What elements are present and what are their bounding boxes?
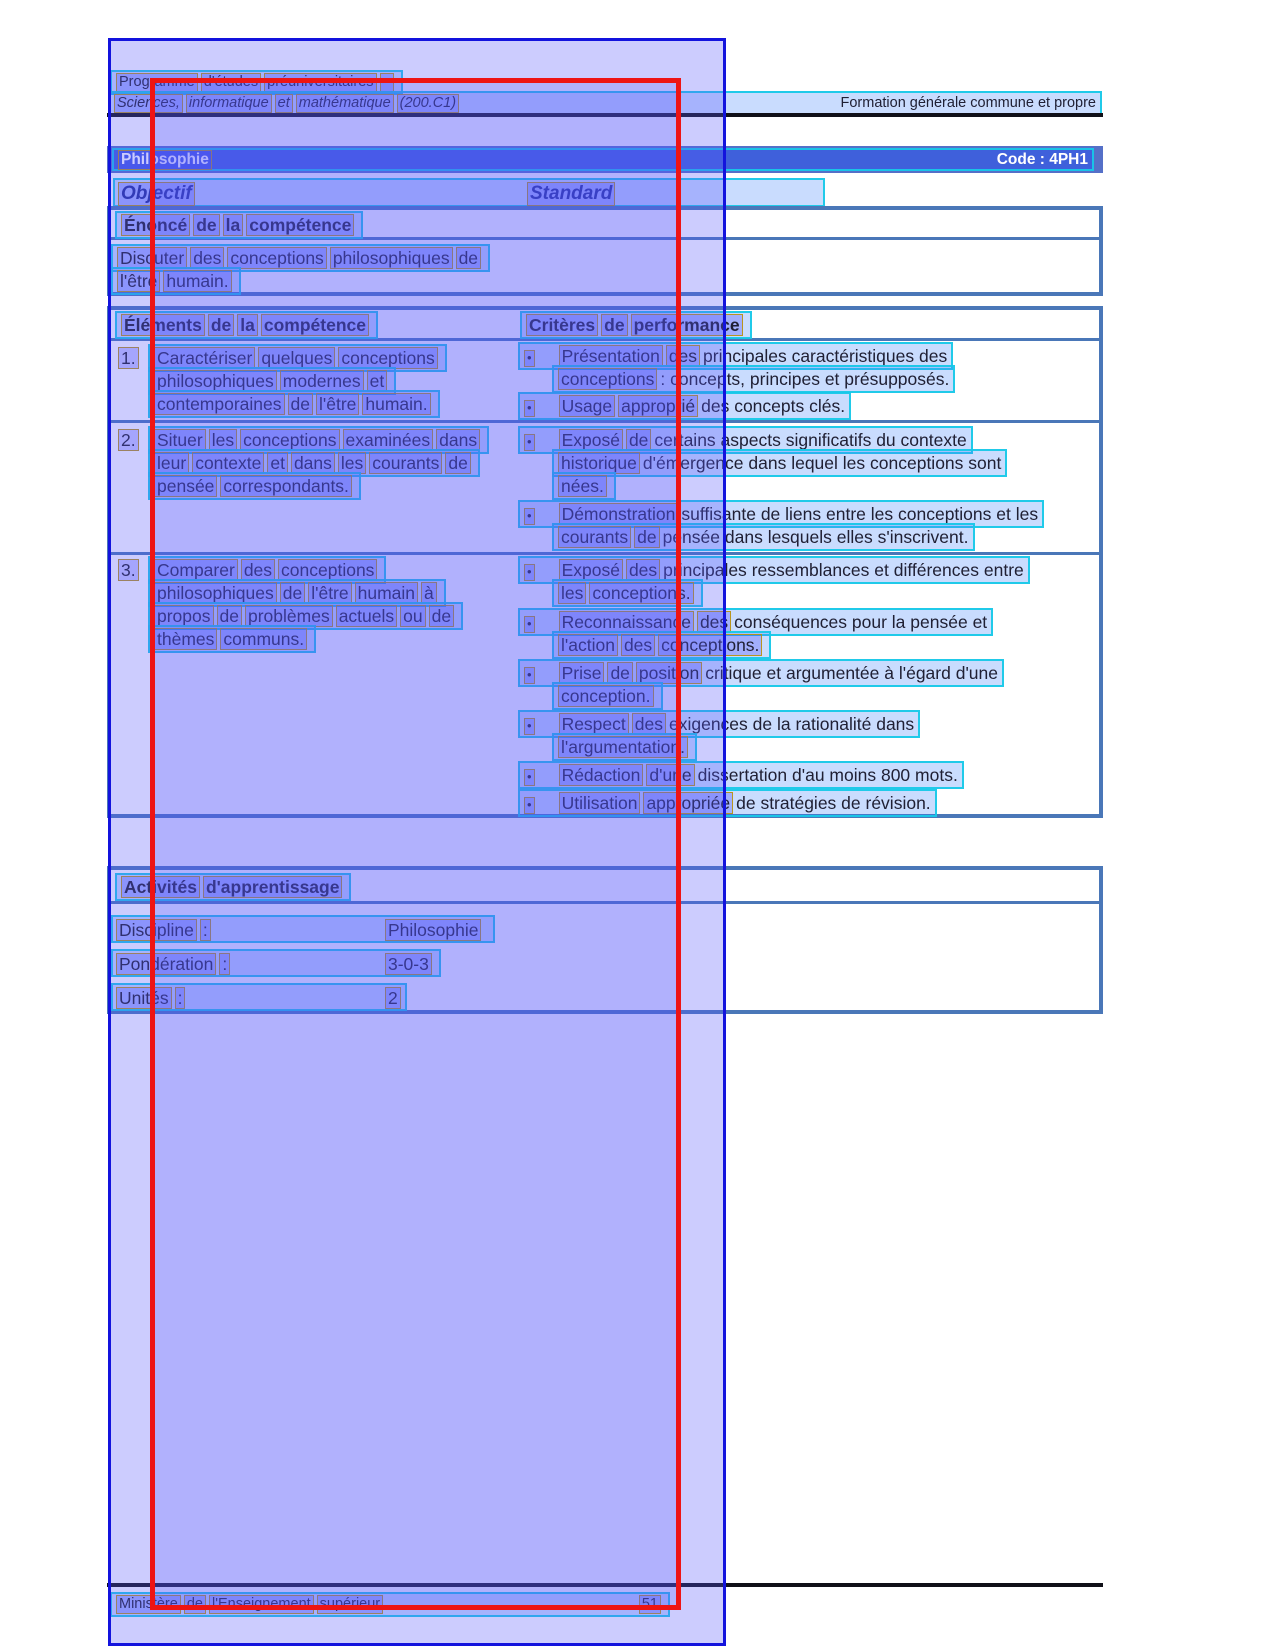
element-line: philosophiques modernes et [148, 367, 397, 396]
activites-header: Activités d'apprentissage [115, 873, 352, 902]
bullet-icon: • [524, 667, 535, 684]
objectif-header: Objectif [118, 182, 198, 206]
bullet-icon: • [524, 508, 535, 525]
bullet-icon: • [524, 400, 535, 417]
element-line: pensée correspondants. [148, 472, 361, 501]
bullet-icon: • [524, 797, 535, 814]
bullet-icon: • [524, 616, 535, 633]
row-value: Philosophie [385, 919, 484, 942]
critere-line: • Usage approprié des concepts clés. [518, 392, 852, 421]
item-number: 2. [118, 429, 139, 452]
course-title-bar: Philosophie Code : 4PH1 [107, 146, 1103, 173]
header-right-label: Formation générale commune et propre [840, 95, 1097, 111]
bullet-icon: • [524, 350, 535, 367]
elements-header: Éléments de la compétence [115, 311, 378, 340]
item-number: 1. [118, 347, 139, 370]
bullet-icon: • [524, 564, 535, 581]
standard-header: Standard [527, 182, 618, 206]
activites-row-unites: Unités: 2 [111, 983, 407, 1011]
bullet-icon: • [524, 434, 535, 451]
row-label: Pondération: [116, 953, 233, 976]
footer-page-number: 51 [638, 1595, 664, 1614]
row-divider [107, 420, 1103, 423]
critere-line: courants de pensée dans lesquels elles s'i… [552, 523, 975, 552]
row-value: 2 [385, 987, 404, 1010]
course-title: Philosophie [118, 149, 215, 170]
critere-line: • Utilisation appropriée de stratégies de r… [518, 789, 937, 818]
row-value: 3-0-3 [385, 953, 435, 976]
activites-row-ponderation: Pondération: 3-0-3 [111, 949, 441, 977]
header-program-subtitle: Sciences, informatique et mathématique (200.… [114, 94, 462, 113]
activites-row-discipline: Discipline: Philosophie [111, 915, 495, 943]
competence-header-divider [107, 338, 1103, 341]
critere-line: conception. [552, 682, 663, 711]
enonce-header: Énoncé de la compétence [115, 211, 364, 240]
critere-line: • Rédaction d'une dissertation d'au moins 8… [518, 761, 964, 790]
enonce-line: l'être humain. [111, 267, 241, 296]
header-line2: Sciences, informatique et mathématique (200.… [108, 91, 1102, 116]
critere-line: l'action des conceptions. [552, 631, 772, 660]
critere-line: historique d'émergence dans lequel les co… [552, 449, 1008, 478]
footer-ministry: Ministère de l'Enseignement supérieur [116, 1595, 386, 1614]
critere-line: les conceptions. [552, 579, 703, 608]
course-title-line: Philosophie Code : 4PH1 [112, 148, 1094, 171]
footer-line: Ministère de l'Enseignement supérieur 51 [110, 1592, 670, 1617]
element-line: thèmes communs. [148, 625, 317, 654]
enonce-line: Discuter des conceptions philosophiques de [111, 244, 491, 273]
critere-line: • Exposé des principales ressemblances et d… [518, 556, 1030, 585]
criteres-header: Critères de performance [520, 311, 752, 340]
activites-header-divider [107, 901, 1103, 904]
bullet-icon: • [524, 769, 535, 786]
course-code: Code : 4PH1 [996, 150, 1088, 168]
row-label: Unités: [116, 987, 188, 1010]
item-number: 3. [118, 559, 139, 582]
row-divider [107, 552, 1103, 555]
enonce-header-divider [107, 237, 1103, 240]
footer-rule [107, 1583, 1103, 1587]
bullet-icon: • [524, 718, 535, 735]
element-line: contemporaines de l'être humain. [148, 390, 440, 419]
critere-line: l'argumentation. [552, 733, 697, 762]
critere-line: nées. [552, 472, 616, 501]
critere-line: • Prise de position critique et argumentée à… [518, 659, 1004, 688]
columns-header-line: Objectif Standard [113, 178, 825, 207]
row-label: Discipline: [116, 919, 214, 942]
critere-line: conceptions: concepts, principes et prés… [552, 365, 956, 394]
header-rule [107, 113, 1103, 117]
